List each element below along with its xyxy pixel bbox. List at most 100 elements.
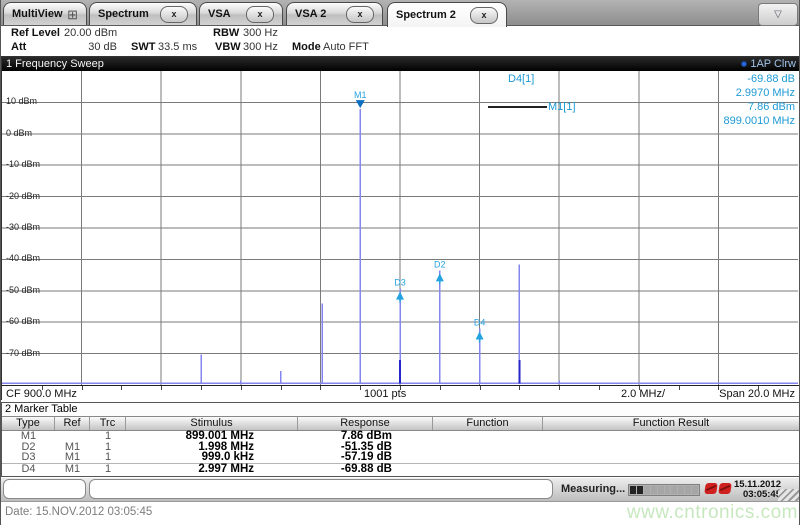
- marker-readout-label-m1: M1[1]: [548, 101, 576, 113]
- resize-grip[interactable]: [778, 489, 799, 501]
- marker-table-title[interactable]: 2 Marker Table: [2, 403, 799, 416]
- marker-d4-icon[interactable]: [475, 331, 484, 340]
- marker-ref: [55, 431, 90, 442]
- marker-d2-icon[interactable]: [435, 273, 444, 282]
- y-axis-tick-label: -50 dBm: [6, 284, 41, 295]
- trace-info-badge[interactable]: 1AP Clrw: [741, 57, 796, 71]
- chevron-down-icon: ▽: [774, 9, 782, 20]
- marker-function: [433, 452, 543, 463]
- x-axis-tick: [320, 386, 322, 390]
- x-axis-tick: [360, 386, 362, 390]
- progress-segment: [630, 486, 636, 494]
- marker-function-result: [543, 431, 799, 442]
- ref-level-label[interactable]: Ref Level: [11, 27, 60, 39]
- x-axis-tick: [638, 386, 640, 390]
- measuring-status-label: Measuring...: [561, 483, 626, 495]
- x-axis-tick: [201, 386, 202, 390]
- status-datetime: 15.11.2012 03:05:45: [734, 480, 781, 500]
- marker-function: [433, 442, 543, 453]
- rbw-value[interactable]: 300 Hz: [243, 27, 278, 39]
- span-label[interactable]: Span 20.0 MHz: [719, 388, 795, 400]
- ref-level-value[interactable]: 20.00 dBm: [64, 27, 118, 39]
- marker-trace: 1: [104, 451, 112, 463]
- marker-table-header: Type Ref Trc Stimulus Response Function …: [2, 416, 799, 431]
- tab-label: Spectrum: [98, 8, 149, 20]
- mode-label[interactable]: Mode: [292, 41, 321, 53]
- marker-response: -69.88 dB: [340, 462, 392, 475]
- marker-table-window: 2 Marker Table Type Ref Trc Stimulus Res…: [1, 402, 799, 477]
- progress-segment: [657, 486, 664, 494]
- marker-stimulus: 1.998 MHz: [198, 440, 254, 453]
- att-label[interactable]: Att: [11, 41, 27, 53]
- marker-type: D4: [21, 462, 36, 475]
- tab-label: Spectrum 2: [396, 9, 456, 21]
- marker-table-row[interactable]: D2 M1 1 1.998 MHz -51.35 dB: [2, 440, 799, 453]
- sweep-window-titlebar[interactable]: 1 Frequency Sweep 1AP Clrw: [2, 57, 799, 71]
- marker-response: -57.19 dB: [340, 451, 392, 463]
- swt-value[interactable]: 33.5 ms: [158, 41, 198, 53]
- tab-bar: MultiView ⊞ Spectrum x VSA x VSA 2 x Spe…: [1, 0, 799, 27]
- marker-readout-value: 7.86 dBm: [747, 101, 795, 113]
- column-header: Trc: [90, 417, 126, 430]
- sweep-points-label[interactable]: 1001 pts: [364, 388, 407, 400]
- marker-readout-value: 2.9970 MHz: [735, 87, 795, 99]
- per-division-label[interactable]: 2.0 MHz/: [621, 388, 666, 400]
- y-axis-tick-label: -60 dBm: [6, 316, 41, 327]
- tab-spectrum[interactable]: Spectrum x: [89, 2, 197, 25]
- marker-trace: 1: [104, 440, 112, 453]
- att-value[interactable]: 30 dB: [88, 41, 117, 53]
- column-header: Type: [2, 417, 55, 430]
- spectrum-trace-svg[interactable]: M1 D3 D2 D4: [2, 71, 798, 385]
- marker-response: -51.35 dB: [340, 440, 392, 453]
- tab-label: VSA: [208, 8, 231, 20]
- swt-label[interactable]: SWT: [131, 41, 156, 53]
- marker-label-m1: M1: [354, 90, 367, 100]
- tab-label: VSA 2: [295, 8, 327, 20]
- marker-type: M1: [20, 430, 37, 442]
- close-icon[interactable]: x: [246, 5, 274, 23]
- vbw-value[interactable]: 300 Hz: [243, 41, 278, 53]
- progress-segment: [643, 486, 650, 494]
- tab-multiview[interactable]: MultiView ⊞: [3, 2, 87, 25]
- mode-value[interactable]: Auto FFT: [323, 41, 369, 53]
- marker-table-row[interactable]: M1 1 899.001 MHz 7.86 dBm: [2, 430, 799, 442]
- error-indicator-icon: [704, 483, 718, 494]
- column-header: Function: [433, 417, 543, 430]
- tab-vsa[interactable]: VSA x: [199, 2, 283, 25]
- close-icon[interactable]: x: [160, 5, 188, 23]
- spectrum-graph[interactable]: M1 D3 D2 D4 D4[1] -69.88 dB 2.9970 MHz M1[1…: [2, 71, 798, 385]
- close-icon[interactable]: x: [346, 5, 374, 23]
- marker-table-row[interactable]: D4 M1 1 2.997 MHz -69.88 dB: [2, 462, 799, 475]
- tab-vsa-2[interactable]: VSA 2 x: [286, 2, 383, 25]
- progress-segment: [685, 486, 692, 494]
- frequency-axis-row: CF 900.0 MHz 1001 pts 2.0 MHz/ Span 20.0…: [2, 385, 799, 401]
- progress-segment: [678, 486, 685, 494]
- marker-m1-icon[interactable]: [355, 100, 365, 109]
- status-date: 15.11.2012: [733, 479, 781, 490]
- error-indicator-icon: [718, 483, 732, 494]
- column-header: Function Result: [543, 417, 799, 430]
- marker-ref: M1: [64, 451, 81, 463]
- marker-ref: M1: [64, 440, 81, 453]
- input-bar[interactable]: [89, 479, 553, 499]
- vbw-label[interactable]: VBW: [215, 41, 241, 53]
- marker-response: 7.86 dBm: [340, 430, 392, 442]
- x-axis-tick: [599, 386, 600, 390]
- tab-spectrum-2[interactable]: Spectrum 2 x: [387, 2, 507, 27]
- close-icon[interactable]: x: [470, 6, 498, 24]
- x-axis-tick: [240, 386, 242, 390]
- marker-function-result: [543, 442, 799, 453]
- x-axis-tick: [121, 386, 123, 390]
- marker-label-d2: D2: [434, 259, 446, 269]
- marker-type: D3: [21, 451, 36, 463]
- marker-d3-icon[interactable]: [396, 291, 404, 300]
- y-axis-tick-label: -40 dBm: [6, 253, 41, 264]
- x-axis-tick: [41, 386, 43, 390]
- marker-table-row[interactable]: D3 M1 1 999.0 kHz -57.19 dB: [2, 451, 799, 463]
- rbw-label[interactable]: RBW: [213, 27, 240, 39]
- y-axis-tick-label: -20 dBm: [6, 190, 41, 201]
- softkey-slot-button[interactable]: [3, 479, 86, 499]
- center-frequency-label[interactable]: CF 900.0 MHz: [6, 388, 77, 400]
- tab-list-dropdown-button[interactable]: ▽: [758, 3, 798, 26]
